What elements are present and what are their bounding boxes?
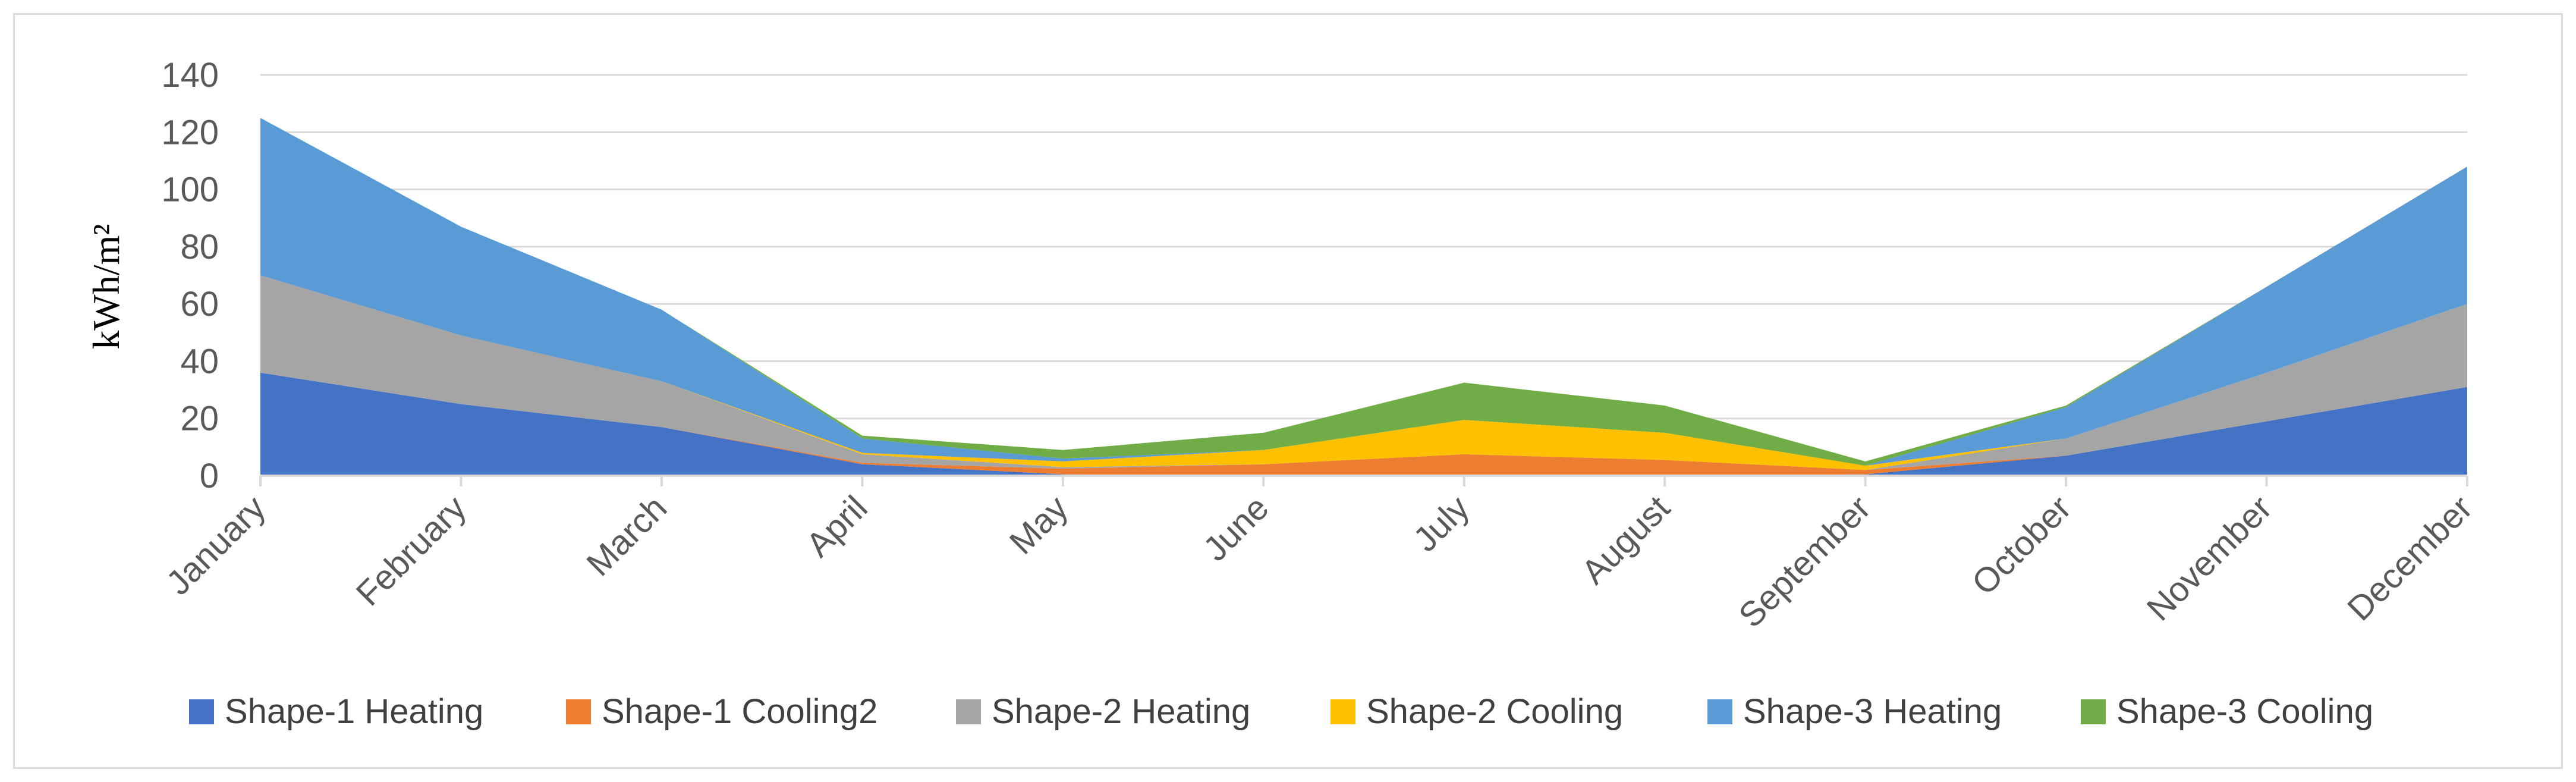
legend-label: Shape-1 Cooling2 [602,692,877,731]
y-tick-label: 140 [161,56,219,95]
area-series-1 [260,372,2467,476]
x-tick-label: December [2340,488,2480,628]
y-tick-label: 60 [180,285,219,324]
y-tick-labels: 0 20 40 60 80 100 120 140 [161,56,219,495]
legend-label: Shape-3 Heating [1743,692,2002,731]
legend-label: Shape-2 Cooling [1366,692,1623,731]
y-tick-label: 100 [161,171,219,209]
stacked-areas [260,118,2467,476]
y-tick-label: 0 [200,457,219,495]
legend-swatch [1331,699,1355,724]
legend-swatch [566,699,591,724]
legend-swatch [2081,699,2106,724]
x-tick-label: September [1731,488,1878,635]
x-tick-label: July [1406,488,1477,559]
y-tick-label: 20 [180,400,219,438]
x-tick-label: November [2140,488,2279,628]
legend-label: Shape-1 Heating [225,692,483,731]
legend-label: Shape-2 Heating [992,692,1250,731]
y-tick-label: 80 [180,228,219,266]
legend-swatch [1707,699,1732,724]
y-tick-label: 120 [161,113,219,152]
legend-label: Shape-3 Cooling [2116,692,2373,731]
x-tick-label: August [1574,488,1678,592]
x-tick-labels: January February March April May June July Augu… [159,488,2480,635]
x-tick-label: February [349,488,474,613]
x-tick-label: April [799,488,875,564]
x-tick-label: June [1196,488,1276,569]
axes [259,475,2468,486]
x-tick-label: May [1002,488,1075,561]
x-tick-label: March [579,488,674,583]
y-tick-label: 40 [180,342,219,381]
y-axis-label: kWh/m² [85,224,127,349]
legend-swatch [956,699,981,724]
x-tick-label: October [1964,488,2078,602]
legend-swatch [189,699,214,724]
legend: Shape-1 Heating Shape-1 Cooling2 Shape-2 H… [189,692,2373,731]
x-tick-label: January [159,488,273,602]
